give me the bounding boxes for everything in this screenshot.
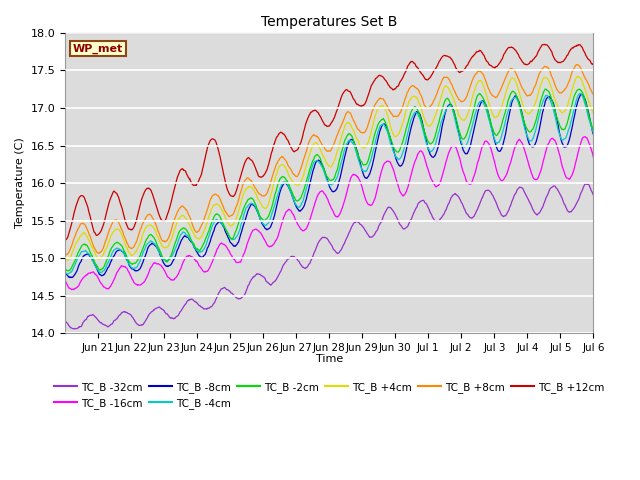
TC_B +8cm xyxy=(589,91,597,97)
TC_B -8cm xyxy=(61,270,69,276)
TC_B -16cm xyxy=(581,134,589,140)
TC_B +4cm xyxy=(63,257,71,263)
TC_B +8cm xyxy=(275,156,283,162)
TC_B -8cm xyxy=(577,92,585,97)
TC_B +8cm xyxy=(474,69,481,75)
TC_B -8cm xyxy=(424,146,432,152)
TC_B -8cm xyxy=(275,192,283,198)
TC_B +4cm xyxy=(589,109,597,115)
TC_B -2cm xyxy=(474,93,481,98)
TC_B +12cm xyxy=(294,145,302,151)
TC_B -16cm xyxy=(424,168,432,173)
TC_B +4cm xyxy=(294,182,302,188)
TC_B +4cm xyxy=(275,163,283,169)
TC_B +8cm xyxy=(573,62,581,68)
TC_B -32cm xyxy=(116,312,124,318)
TC_B -2cm xyxy=(424,139,432,144)
TC_B -2cm xyxy=(483,106,491,111)
Title: Temperatures Set B: Temperatures Set B xyxy=(261,15,397,29)
TC_B -8cm xyxy=(474,110,481,116)
TC_B -16cm xyxy=(116,265,124,271)
TC_B -2cm xyxy=(64,268,72,274)
TC_B -4cm xyxy=(577,90,584,96)
TC_B -4cm xyxy=(589,130,597,136)
TC_B -2cm xyxy=(541,86,549,92)
TC_B -4cm xyxy=(275,188,283,193)
TC_B -32cm xyxy=(61,318,69,324)
TC_B -16cm xyxy=(61,277,69,283)
TC_B -32cm xyxy=(275,271,283,277)
TC_B -32cm xyxy=(483,188,491,193)
Line: TC_B -2cm: TC_B -2cm xyxy=(65,89,593,271)
TC_B -32cm xyxy=(584,181,591,187)
TC_B +4cm xyxy=(61,257,69,263)
TC_B -32cm xyxy=(589,192,597,198)
TC_B -2cm xyxy=(294,197,302,203)
TC_B +8cm xyxy=(424,105,432,111)
TC_B -2cm xyxy=(589,127,597,132)
TC_B -8cm xyxy=(294,207,302,213)
TC_B +12cm xyxy=(474,49,481,55)
TC_B +12cm xyxy=(540,41,548,47)
TC_B -2cm xyxy=(275,178,283,183)
TC_B -8cm xyxy=(589,132,597,137)
TC_B -8cm xyxy=(116,247,124,252)
TC_B +12cm xyxy=(483,59,491,64)
TC_B +12cm xyxy=(424,76,432,82)
TC_B -2cm xyxy=(61,266,69,272)
TC_B +12cm xyxy=(116,197,124,203)
TC_B +8cm xyxy=(294,172,302,178)
TC_B +8cm xyxy=(483,82,491,88)
TC_B -8cm xyxy=(68,275,76,280)
Line: TC_B -4cm: TC_B -4cm xyxy=(65,93,593,274)
TC_B -4cm xyxy=(61,268,69,274)
TC_B -16cm xyxy=(294,222,302,228)
TC_B +12cm xyxy=(275,131,283,137)
TC_B +4cm xyxy=(474,80,481,85)
TC_B -16cm xyxy=(68,287,76,292)
TC_B -8cm xyxy=(483,106,491,111)
TC_B -16cm xyxy=(483,139,491,144)
Line: TC_B +8cm: TC_B +8cm xyxy=(65,65,593,255)
Legend: TC_B -32cm, TC_B -16cm, TC_B -8cm, TC_B -4cm, TC_B -2cm, TC_B +4cm, TC_B +8cm, T: TC_B -32cm, TC_B -16cm, TC_B -8cm, TC_B … xyxy=(50,377,609,413)
TC_B -4cm xyxy=(116,246,124,252)
TC_B +8cm xyxy=(61,251,69,257)
Line: TC_B -32cm: TC_B -32cm xyxy=(65,184,593,329)
TC_B -32cm xyxy=(294,258,302,264)
TC_B +12cm xyxy=(61,237,69,242)
TC_B -32cm xyxy=(474,206,481,212)
TC_B -16cm xyxy=(474,160,481,166)
TC_B -2cm xyxy=(116,241,124,247)
Line: TC_B +4cm: TC_B +4cm xyxy=(65,76,593,260)
Line: TC_B +12cm: TC_B +12cm xyxy=(65,44,593,240)
TC_B +4cm xyxy=(424,123,432,129)
TC_B -4cm xyxy=(64,271,72,277)
TC_B -4cm xyxy=(424,145,432,151)
TC_B -4cm xyxy=(474,103,481,108)
TC_B +12cm xyxy=(589,61,597,67)
TC_B +4cm xyxy=(116,228,124,233)
Y-axis label: Temperature (C): Temperature (C) xyxy=(15,138,25,228)
TC_B -32cm xyxy=(70,326,78,332)
Line: TC_B -8cm: TC_B -8cm xyxy=(65,95,593,277)
TC_B +4cm xyxy=(575,73,582,79)
TC_B -16cm xyxy=(589,155,597,160)
TC_B -4cm xyxy=(483,110,491,116)
TC_B +12cm xyxy=(61,237,69,243)
TC_B -32cm xyxy=(424,205,432,211)
TC_B -4cm xyxy=(294,204,302,210)
TC_B +4cm xyxy=(483,95,491,100)
TC_B +8cm xyxy=(61,252,69,258)
Line: TC_B -16cm: TC_B -16cm xyxy=(65,137,593,289)
Text: WP_met: WP_met xyxy=(73,44,124,54)
TC_B -16cm xyxy=(275,229,283,235)
TC_B +8cm xyxy=(116,222,124,228)
X-axis label: Time: Time xyxy=(316,354,343,364)
